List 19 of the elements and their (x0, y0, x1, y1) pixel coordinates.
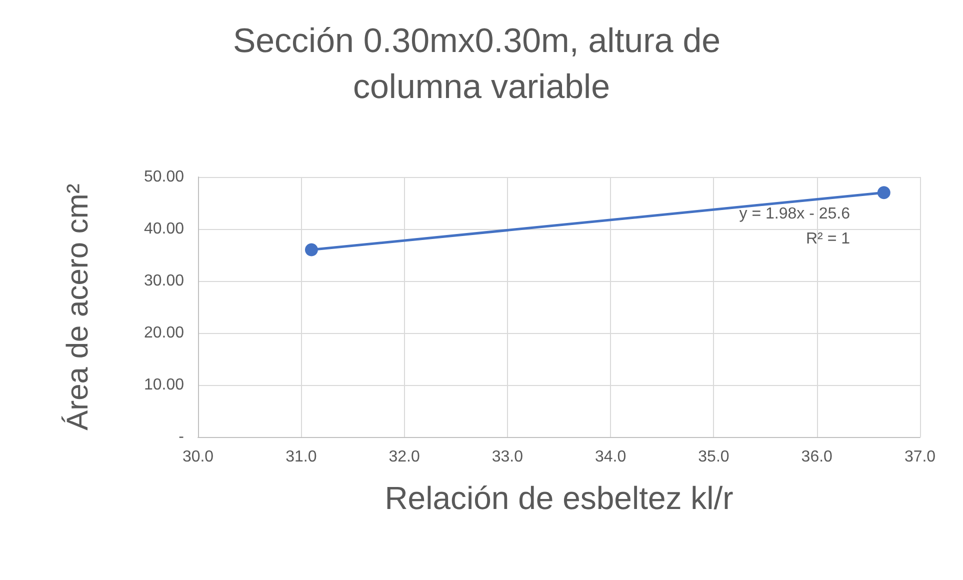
y-tick-label: - (178, 428, 184, 446)
annotation: R² = 1 (806, 230, 850, 248)
x-tick-label: 30.0 (182, 448, 214, 466)
x-tick-label: 32.0 (388, 448, 420, 466)
y-tick-label: 40.00 (144, 220, 184, 238)
y-tick-label: 20.00 (144, 324, 184, 342)
y-tick-label: 50.00 (144, 168, 184, 186)
y-tick-label: 30.00 (144, 272, 184, 290)
y-axis-title: Área de acero cm² (60, 184, 94, 430)
x-tick-label: 34.0 (595, 448, 626, 466)
annotation: y = 1.98x - 25.6 (739, 206, 850, 222)
y-tick-label: 10.00 (144, 376, 184, 394)
x-tick-label: 33.0 (492, 448, 524, 466)
x-tick-label: 37.0 (904, 448, 936, 466)
x-tick-label: 31.0 (286, 448, 317, 466)
x-tick-label: 35.0 (698, 448, 730, 466)
chart-title: Sección 0.30mx0.30m, altura de columna variable (232, 22, 730, 106)
x-tick-label: 36.0 (801, 448, 833, 466)
x-axis-title: Relación de esbeltez kl/r (384, 480, 734, 516)
